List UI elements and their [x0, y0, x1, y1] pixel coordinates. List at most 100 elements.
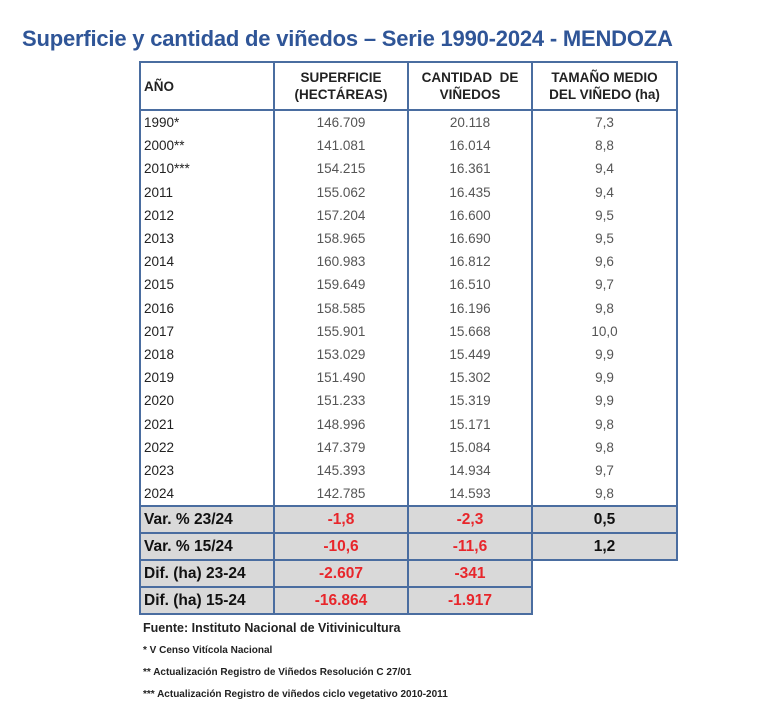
summary-area: -2.607	[273, 559, 409, 589]
source-note: Fuente: Instituto Nacional de Vitivinicu…	[143, 621, 401, 635]
count-cell: 15.302	[407, 366, 533, 390]
size-cell: 9,4	[531, 180, 678, 204]
table-row: 2017 155.901 15.668 10,0	[139, 319, 678, 343]
footnote-1: * V Censo Vitícola Nacional	[143, 645, 273, 656]
summary-size	[532, 587, 677, 615]
table-row: 2023 145.393 14.934 9,7	[139, 458, 678, 482]
summary-row: Var. % 23/24 -1,8 -2,3 0,5	[139, 505, 678, 535]
table-row: 2021 148.996 15.171 9,8	[139, 412, 678, 436]
year-cell: 2021	[139, 412, 275, 436]
summary-size: 1,2	[531, 532, 678, 562]
area-cell: 159.649	[273, 273, 409, 297]
area-cell: 160.983	[273, 250, 409, 274]
header-year-label: AÑO	[144, 78, 174, 94]
size-cell: 9,8	[531, 435, 678, 459]
size-cell: 10,0	[531, 319, 678, 343]
year-cell: 2019	[139, 366, 275, 390]
summary-row: Var. % 15/24 -10,6 -11,6 1,2	[139, 532, 678, 562]
summary-count: -1.917	[407, 586, 533, 616]
table-row: 2024 142.785 14.593 9,8	[139, 482, 678, 508]
year-cell: 2020	[139, 389, 275, 413]
count-cell: 16.361	[407, 157, 533, 181]
count-cell: 15.449	[407, 342, 533, 367]
area-cell: 148.996	[273, 412, 409, 436]
summary-area: -16.864	[273, 586, 409, 616]
area-cell: 155.062	[273, 180, 409, 204]
footnote-3: *** Actualización Registro de viñedos ci…	[143, 689, 448, 700]
summary-area: -1,8	[273, 505, 409, 535]
count-cell: 14.593	[407, 482, 533, 508]
year-cell: 1990*	[139, 110, 275, 135]
summary-count: -341	[407, 559, 533, 589]
header-size-line2: DEL VIÑEDO (ha)	[549, 87, 660, 102]
area-cell: 145.393	[273, 458, 409, 482]
header-count-line2: VIÑEDOS	[439, 87, 501, 102]
header-count-line1: CANTIDAD DE	[421, 70, 519, 85]
table-row: 2022 147.379 15.084 9,8	[139, 435, 678, 459]
size-cell: 9,8	[531, 412, 678, 436]
summary-count: -11,6	[407, 532, 533, 562]
area-cell: 158.965	[273, 226, 409, 251]
year-cell: 2018	[139, 342, 275, 367]
summary-size	[532, 560, 677, 588]
count-cell: 16.690	[407, 226, 533, 251]
table-row: 2014 160.983 16.812 9,6	[139, 250, 678, 274]
year-cell: 2024	[139, 482, 275, 508]
count-cell: 15.668	[407, 319, 533, 343]
year-cell: 2023	[139, 458, 275, 482]
size-cell: 9,9	[531, 389, 678, 413]
size-cell: 9,4	[531, 157, 678, 181]
year-cell: 2015	[139, 273, 275, 297]
header-area-line2: (HECTÁREAS)	[294, 87, 388, 102]
count-cell: 16.435	[407, 180, 533, 204]
count-cell: 16.812	[407, 250, 533, 274]
count-cell: 16.510	[407, 273, 533, 297]
year-cell: 2011	[139, 180, 275, 204]
count-cell: 20.118	[407, 110, 533, 135]
area-cell: 155.901	[273, 319, 409, 343]
size-cell: 9,8	[531, 296, 678, 320]
footnote-2: ** Actualización Registro de Viñedos Res…	[143, 667, 412, 678]
area-cell: 154.215	[273, 157, 409, 181]
table-row: 2011 155.062 16.435 9,4	[139, 180, 678, 204]
table-row: 2015 159.649 16.510 9,7	[139, 273, 678, 297]
header-count: CANTIDAD DE VIÑEDOS	[407, 61, 533, 111]
header-size: TAMAÑO MEDIO DEL VIÑEDO (ha)	[531, 61, 678, 111]
area-cell: 153.029	[273, 342, 409, 367]
size-cell: 9,9	[531, 366, 678, 390]
area-cell: 158.585	[273, 296, 409, 320]
table-row: 1990* 146.709 20.118 7,3	[139, 110, 678, 135]
summary-area: -10,6	[273, 532, 409, 562]
area-cell: 142.785	[273, 482, 409, 508]
year-cell: 2013	[139, 226, 275, 251]
size-cell: 8,8	[531, 134, 678, 158]
year-cell: 2000**	[139, 134, 275, 158]
table-row: 2012 157.204 16.600 9,5	[139, 203, 678, 227]
size-cell: 9,5	[531, 203, 678, 227]
size-cell: 9,9	[531, 342, 678, 367]
count-cell: 16.014	[407, 134, 533, 158]
size-cell: 9,8	[531, 482, 678, 508]
table-row: 2020 151.233 15.319 9,9	[139, 389, 678, 413]
header-size-line1: TAMAÑO MEDIO	[551, 70, 658, 85]
header-area: SUPERFICIE (HECTÁREAS)	[273, 61, 409, 111]
summary-label: Dif. (ha) 15-24	[139, 586, 275, 616]
header-area-line1: SUPERFICIE	[300, 70, 382, 85]
year-cell: 2014	[139, 250, 275, 274]
year-cell: 2016	[139, 296, 275, 320]
summary-row: Dif. (ha) 15-24 -16.864 -1.917	[139, 586, 677, 616]
vineyard-table: AÑO SUPERFICIE (HECTÁREAS) CANTIDAD DE VIÑ…	[139, 61, 678, 616]
count-cell: 16.196	[407, 296, 533, 320]
area-cell: 146.709	[273, 110, 409, 135]
size-cell: 9,7	[531, 273, 678, 297]
count-cell: 15.171	[407, 412, 533, 436]
count-cell: 16.600	[407, 203, 533, 227]
summary-label: Var. % 23/24	[139, 505, 275, 535]
table-row: 2019 151.490 15.302 9,9	[139, 366, 678, 390]
table-row: 2010*** 154.215 16.361 9,4	[139, 157, 678, 181]
count-cell: 15.319	[407, 389, 533, 413]
area-cell: 157.204	[273, 203, 409, 227]
year-cell: 2022	[139, 435, 275, 459]
year-cell: 2017	[139, 319, 275, 343]
area-cell: 147.379	[273, 435, 409, 459]
